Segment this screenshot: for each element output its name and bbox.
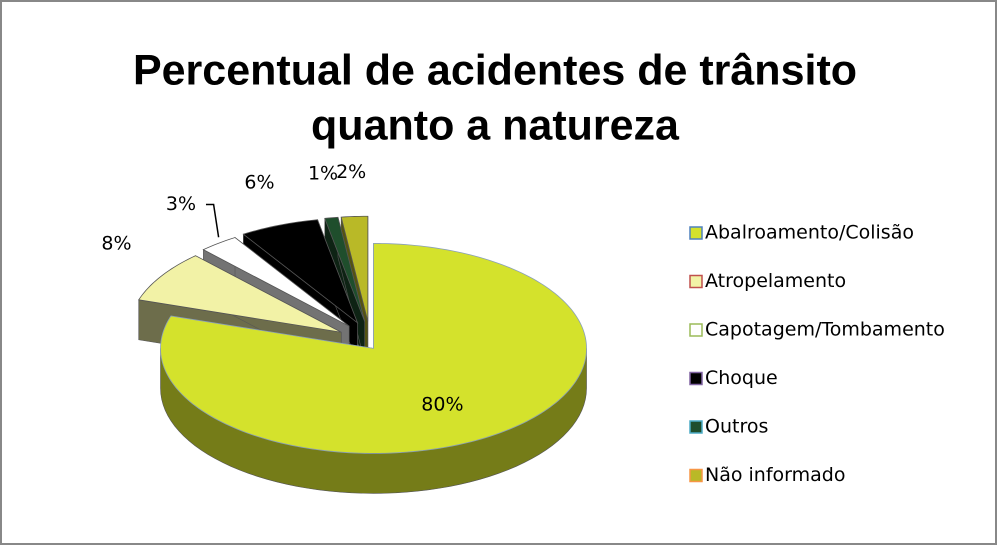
slice (160, 242, 587, 494)
data-label: 80% (421, 394, 463, 416)
data-label: 2% (336, 161, 366, 183)
data-label: 1% (308, 162, 338, 184)
chart-title: quanto a natureza (311, 101, 680, 149)
data-label: 8% (101, 232, 131, 254)
legend-swatch (689, 226, 703, 240)
pie: 80% 8% 3% 6% 1%2% (101, 161, 587, 494)
legend-swatch (689, 420, 703, 434)
chart-title: Percentual de acidentes de trânsito (133, 46, 857, 94)
legend-label: Choque (705, 367, 778, 389)
slice-top (160, 242, 587, 454)
legend-label: Não informado (705, 464, 845, 486)
data-label: 6% (244, 171, 274, 193)
slice-top (324, 216, 366, 322)
legend-label: Abalroamento/Colisão (705, 222, 914, 244)
slice-top (202, 237, 350, 327)
legend: Abalroamento/Colisão Atropelamento Capotag… (689, 222, 945, 486)
legend-swatch (689, 371, 703, 386)
legend-label: Capotagem/Tombamento (705, 319, 945, 341)
legend-swatch (689, 468, 703, 483)
slice-top (242, 219, 359, 325)
slice-top (340, 215, 369, 322)
slice-top (138, 255, 342, 333)
legend-swatch (689, 323, 703, 337)
legend-swatch (689, 274, 703, 289)
legend-label: Outros (705, 416, 768, 438)
data-label: 3% (166, 193, 196, 215)
legend-label: Atropelamento (705, 270, 846, 292)
leader-line (205, 203, 220, 238)
